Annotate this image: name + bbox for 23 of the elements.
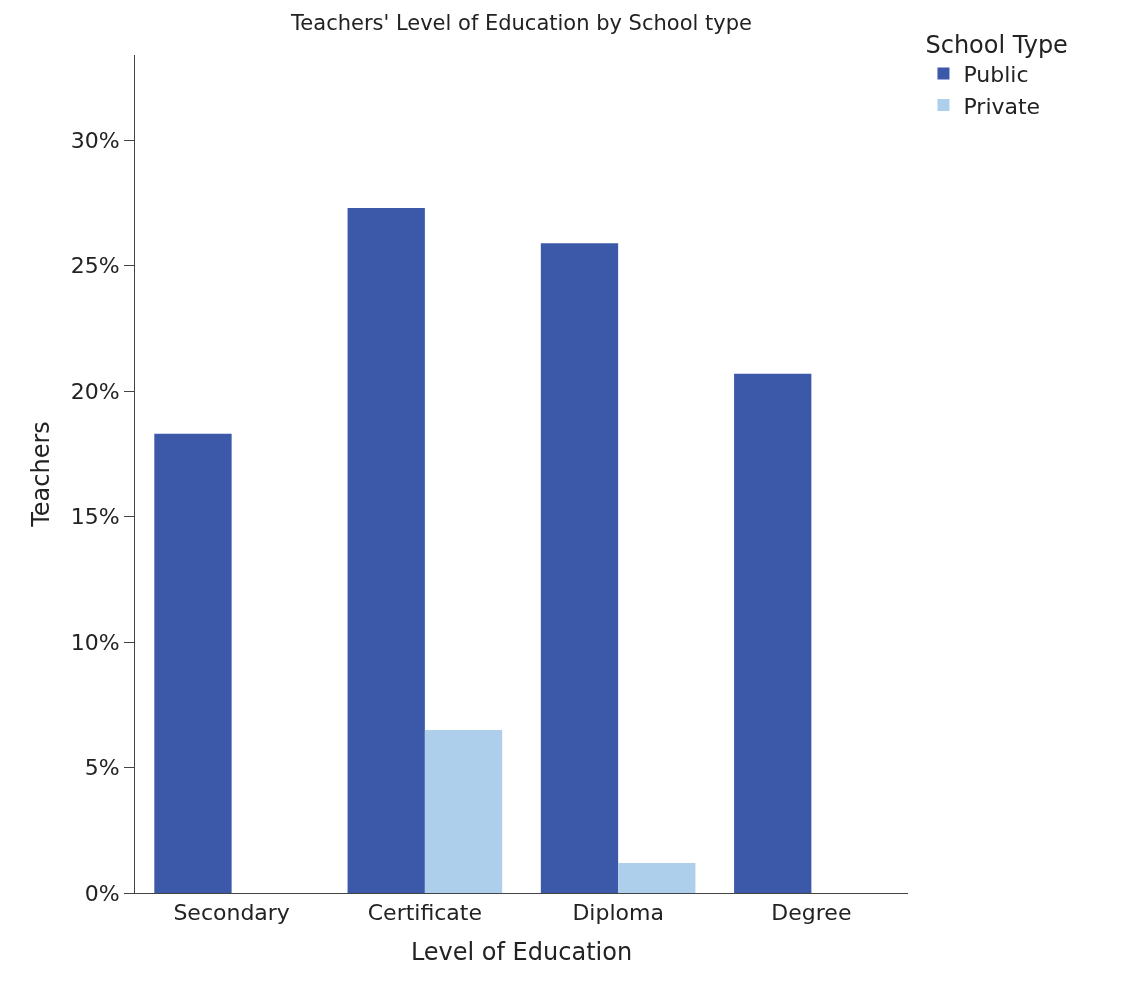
legend-label: Private [963, 93, 1041, 119]
x-tick-label: Secondary [173, 900, 290, 926]
legend-title: School Type [925, 30, 1068, 59]
bar [540, 243, 619, 893]
y-tick-label: 30% [70, 128, 120, 154]
y-tick-label: 0% [84, 880, 120, 906]
legend-label: Public [963, 62, 1029, 88]
y-tick-label: 5% [84, 755, 120, 781]
y-axis-title: Teachers [26, 421, 55, 528]
y-tick-label: 15% [70, 504, 120, 530]
bar [618, 862, 696, 893]
y-tick-label: 25% [70, 253, 120, 279]
bar [424, 729, 503, 893]
bar [347, 208, 425, 893]
x-tick-label: Diploma [572, 900, 664, 926]
chart-title: Teachers' Level of Education by School type [290, 10, 752, 35]
x-tick-label: Certificate [367, 900, 483, 926]
y-tick-label: 20% [70, 378, 120, 404]
x-axis-title: Level of Education [410, 937, 633, 966]
y-tick-label: 10% [70, 629, 120, 655]
bar [734, 373, 812, 893]
x-tick-label: Degree [771, 900, 852, 926]
bar [154, 433, 232, 893]
